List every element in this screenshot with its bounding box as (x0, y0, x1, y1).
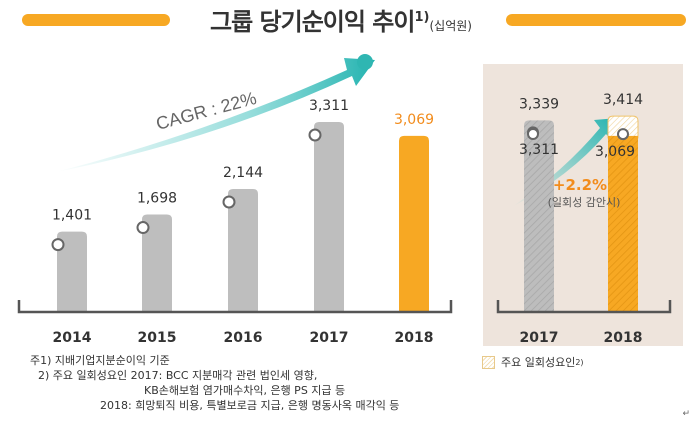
value-label-2015: 1,698 (137, 191, 177, 207)
footnote-2: 2) 주요 일회성요인 2017: BCC 지분매각 관련 법인세 영향, (38, 369, 318, 382)
total-label-2017: 3,339 (519, 96, 559, 112)
bar-2014 (57, 231, 87, 312)
x-axis-left (17, 300, 453, 314)
growth-rate-label: +2.2% (553, 176, 607, 194)
footnotes: 주1) 지배기업지분순이익 기준 2) 주요 일회성요인 2017: BCC 지… (30, 353, 399, 413)
bar-2017 (314, 122, 344, 312)
value-label-2014: 1,401 (52, 208, 92, 224)
footnote-2018: 2018: 희망퇴직 비용, 특별보로금 지급, 은행 명동사옥 매각익 등 (100, 399, 400, 412)
marker-2018 (617, 128, 629, 141)
x-axis-right (496, 300, 672, 314)
growth-rate-note: (일회성 감안시) (548, 195, 621, 209)
legend-label: 주요 일회성요인 (501, 356, 576, 369)
base-label-2018: 3,069 (595, 144, 635, 160)
marker-2015 (136, 221, 150, 235)
x-tick-2017: 2017 (310, 330, 349, 346)
value-label-2018: 3,069 (394, 112, 434, 128)
x-tick-2018: 2018 (395, 330, 434, 346)
base-label-2017: 3,311 (519, 142, 559, 158)
x-tick-right-2017: 2017 (520, 330, 559, 346)
marker-2016 (222, 195, 236, 209)
title-unit: (십억원) (429, 19, 472, 33)
x-tick-2015: 2015 (138, 330, 177, 346)
marker-2017 (308, 128, 322, 142)
footnote-2-cont: KB손해보험 염가매수차익, 은행 PS 지급 등 (144, 384, 346, 397)
footnote-1: 주1) 지배기업지분순이익 기준 (30, 354, 170, 367)
bar-2018 (399, 135, 429, 312)
x-tick-right-2018: 2018 (604, 330, 643, 346)
title-decoration-right (506, 14, 686, 26)
bar-total-2017 (524, 120, 554, 312)
title-text: 그룹 당기순이익 추이 (210, 8, 415, 36)
return-mark: ↵ (682, 409, 690, 419)
title-footnote-mark: 1) (414, 10, 430, 25)
marker-base-2017 (527, 128, 539, 140)
x-tick-2016: 2016 (224, 330, 263, 346)
value-label-2016: 2,144 (223, 165, 263, 181)
one-time-factor-panel (483, 64, 683, 346)
total-label-2018: 3,414 (603, 92, 643, 108)
bar-2016 (228, 188, 258, 312)
title-decoration-left (22, 14, 170, 26)
legend: 주요 일회성요인 2) (482, 354, 584, 370)
legend-swatch (482, 355, 495, 369)
x-tick-2014: 2014 (53, 330, 92, 346)
chart-title: 그룹 당기순이익 추이1)(십억원) (176, 2, 506, 37)
cagr-growth-arrow (56, 54, 375, 172)
value-label-2017: 3,311 (309, 98, 349, 114)
bar-one-time-2018 (607, 115, 639, 139)
marker-2014 (51, 238, 65, 252)
bar-base-2018 (608, 135, 638, 312)
bar-2015 (142, 214, 172, 312)
legend-footnote-mark: 2) (575, 357, 584, 367)
